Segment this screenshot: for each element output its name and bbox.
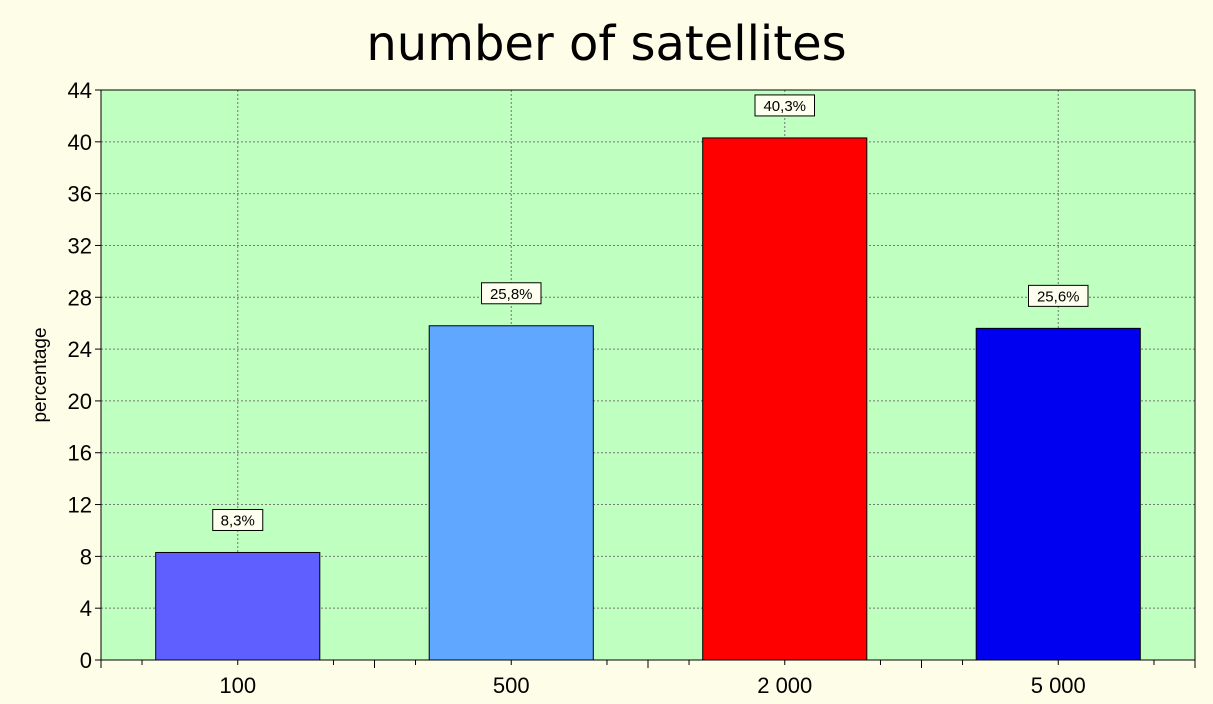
y-tick-label: 24 [68,337,92,362]
data-label: 8,3% [221,512,255,529]
bar-2000 [702,137,868,661]
y-tick-label: 12 [68,493,92,518]
y-tick-label: 32 [68,233,92,258]
y-tick-label: 4 [80,596,92,621]
data-label-box [481,282,542,305]
bar-5000 [975,327,1141,661]
plot-frame [100,89,1196,661]
y-tick-label: 0 [80,648,92,673]
x-tick-label: 5 000 [1031,673,1086,698]
y-axis-title: percentage [30,327,51,422]
data-label-box [1028,284,1089,307]
y-tick-label: 28 [68,285,92,310]
y-tick-label: 40 [68,130,92,155]
y-tick-label: 44 [68,78,92,103]
data-label-box [754,94,815,117]
bar-100 [155,551,321,661]
data-label: 25,8% [490,286,533,303]
bar-500 [428,325,594,661]
x-tick-label: 500 [493,673,530,698]
y-tick-label: 36 [68,182,92,207]
chart-title: number of satellites [366,16,847,72]
y-tick-label: 16 [68,441,92,466]
x-tick-label: 2 000 [757,673,812,698]
data-label: 25,6% [1037,288,1080,305]
x-tick-label: 100 [219,673,256,698]
y-tick-label: 8 [80,544,92,569]
data-label: 40,3% [763,98,806,115]
data-label-box [212,508,264,531]
y-tick-label: 20 [68,389,92,414]
